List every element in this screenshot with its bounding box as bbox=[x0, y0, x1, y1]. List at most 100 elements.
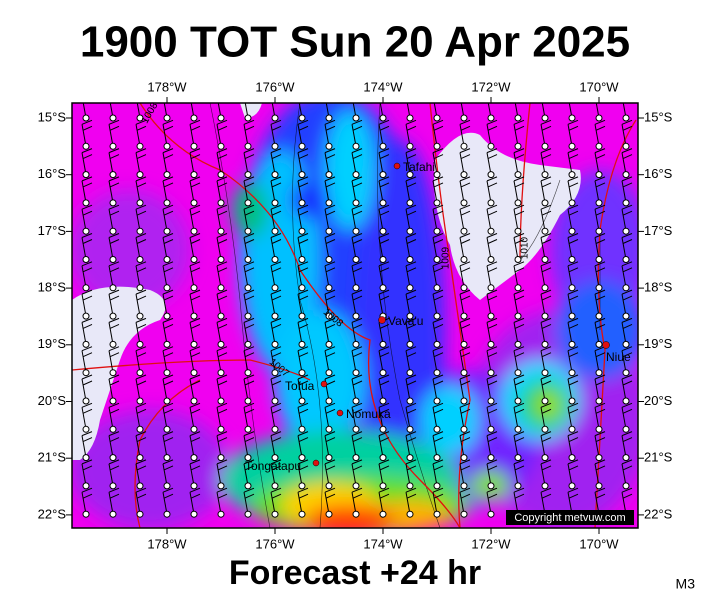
barb-staff bbox=[378, 265, 384, 288]
barb-station bbox=[433, 114, 441, 122]
barb-staff bbox=[378, 237, 384, 260]
barb-staff bbox=[270, 209, 276, 232]
barb-station bbox=[433, 369, 441, 377]
barb-staff bbox=[567, 237, 573, 260]
barb-staff bbox=[216, 492, 222, 515]
barb-station bbox=[433, 256, 441, 263]
barb-staff bbox=[540, 435, 546, 458]
wind-barb bbox=[108, 431, 120, 462]
barb-staff bbox=[513, 180, 519, 203]
barb-station bbox=[271, 397, 279, 405]
barb-station bbox=[379, 227, 387, 235]
barb-flag bbox=[621, 176, 633, 182]
barb-staff bbox=[324, 294, 330, 317]
barb-station bbox=[595, 199, 603, 207]
barb-staff bbox=[351, 237, 357, 260]
barb-flag bbox=[460, 352, 471, 358]
barb-flag bbox=[595, 125, 606, 131]
barb-station bbox=[190, 454, 198, 462]
barb-flag bbox=[81, 374, 93, 380]
barb-flag bbox=[513, 204, 525, 210]
wind-barb bbox=[270, 374, 282, 405]
barb-station bbox=[190, 171, 198, 179]
barb-staff bbox=[378, 124, 384, 147]
barb-flag bbox=[189, 402, 201, 408]
barb-staff bbox=[108, 435, 114, 458]
barb-staff bbox=[594, 435, 600, 458]
barb-flag bbox=[270, 317, 282, 323]
wind-barb bbox=[459, 487, 471, 518]
barb-station bbox=[541, 369, 549, 377]
barb-staff bbox=[594, 209, 600, 232]
barb-flag bbox=[297, 119, 309, 125]
barb-station bbox=[109, 454, 117, 462]
wind-barb bbox=[189, 261, 201, 292]
barb-flag bbox=[163, 267, 174, 273]
barb-flag bbox=[244, 154, 255, 160]
barb-flag bbox=[270, 148, 282, 154]
wind-barb bbox=[81, 346, 93, 377]
barb-staff bbox=[459, 265, 465, 288]
barb-flag bbox=[540, 346, 552, 352]
barb-staff bbox=[270, 407, 276, 430]
barb-staff bbox=[486, 237, 492, 260]
barb-flag bbox=[162, 402, 174, 408]
barb-staff bbox=[567, 152, 573, 175]
wind-barb bbox=[270, 346, 282, 377]
barb-flag bbox=[380, 98, 389, 102]
barb-flag bbox=[567, 233, 579, 238]
barb-flag bbox=[406, 295, 417, 301]
barb-station bbox=[433, 312, 441, 320]
barb-flag bbox=[353, 98, 362, 102]
wind-barb bbox=[621, 204, 633, 235]
barb-flag bbox=[81, 289, 93, 295]
wind-barb bbox=[81, 204, 93, 235]
wind-barb bbox=[540, 119, 552, 150]
barb-flag bbox=[325, 210, 336, 216]
barb-station bbox=[406, 482, 414, 490]
barb-station bbox=[244, 454, 252, 462]
barb-station bbox=[109, 397, 117, 405]
barb-staff bbox=[324, 209, 330, 232]
barb-flag bbox=[513, 317, 525, 323]
barb-station bbox=[136, 171, 144, 179]
barb-staff bbox=[81, 294, 87, 317]
barb-station bbox=[487, 369, 495, 377]
barb-flag bbox=[487, 295, 498, 301]
barb-flag bbox=[352, 437, 363, 443]
barb-flag bbox=[162, 289, 174, 295]
barb-staff bbox=[351, 492, 357, 515]
barb-flag bbox=[541, 408, 552, 414]
barb-flag bbox=[191, 98, 200, 102]
barb-flag bbox=[514, 295, 525, 301]
barb-flag bbox=[621, 459, 633, 465]
lon-label: 172°W bbox=[471, 79, 511, 94]
barb-staff bbox=[108, 322, 114, 345]
wind-barb bbox=[351, 261, 363, 292]
barb-flag bbox=[82, 408, 93, 414]
barb-flag bbox=[325, 493, 336, 499]
barb-staff bbox=[82, 103, 87, 119]
wind-barb bbox=[486, 487, 498, 518]
barb-staff bbox=[432, 407, 438, 430]
barb-staff bbox=[513, 294, 519, 317]
wind-barb bbox=[540, 261, 552, 292]
barb-staff bbox=[270, 492, 276, 515]
barb-station bbox=[352, 312, 360, 320]
barb-flag bbox=[324, 317, 336, 323]
barb-station bbox=[163, 256, 171, 263]
barb-station bbox=[217, 256, 225, 263]
barb-flag bbox=[81, 402, 93, 408]
wind-barb bbox=[324, 459, 336, 490]
wind-barb bbox=[162, 119, 174, 150]
barb-station bbox=[379, 482, 387, 490]
barb-flag bbox=[271, 125, 282, 131]
barb-flag bbox=[405, 204, 417, 210]
barb-station bbox=[82, 312, 90, 320]
barb-station bbox=[352, 510, 360, 518]
barb-flag bbox=[297, 317, 309, 323]
barb-station bbox=[271, 312, 279, 320]
barb-station bbox=[568, 114, 576, 122]
barb-station bbox=[163, 369, 171, 377]
barb-station bbox=[433, 199, 441, 207]
